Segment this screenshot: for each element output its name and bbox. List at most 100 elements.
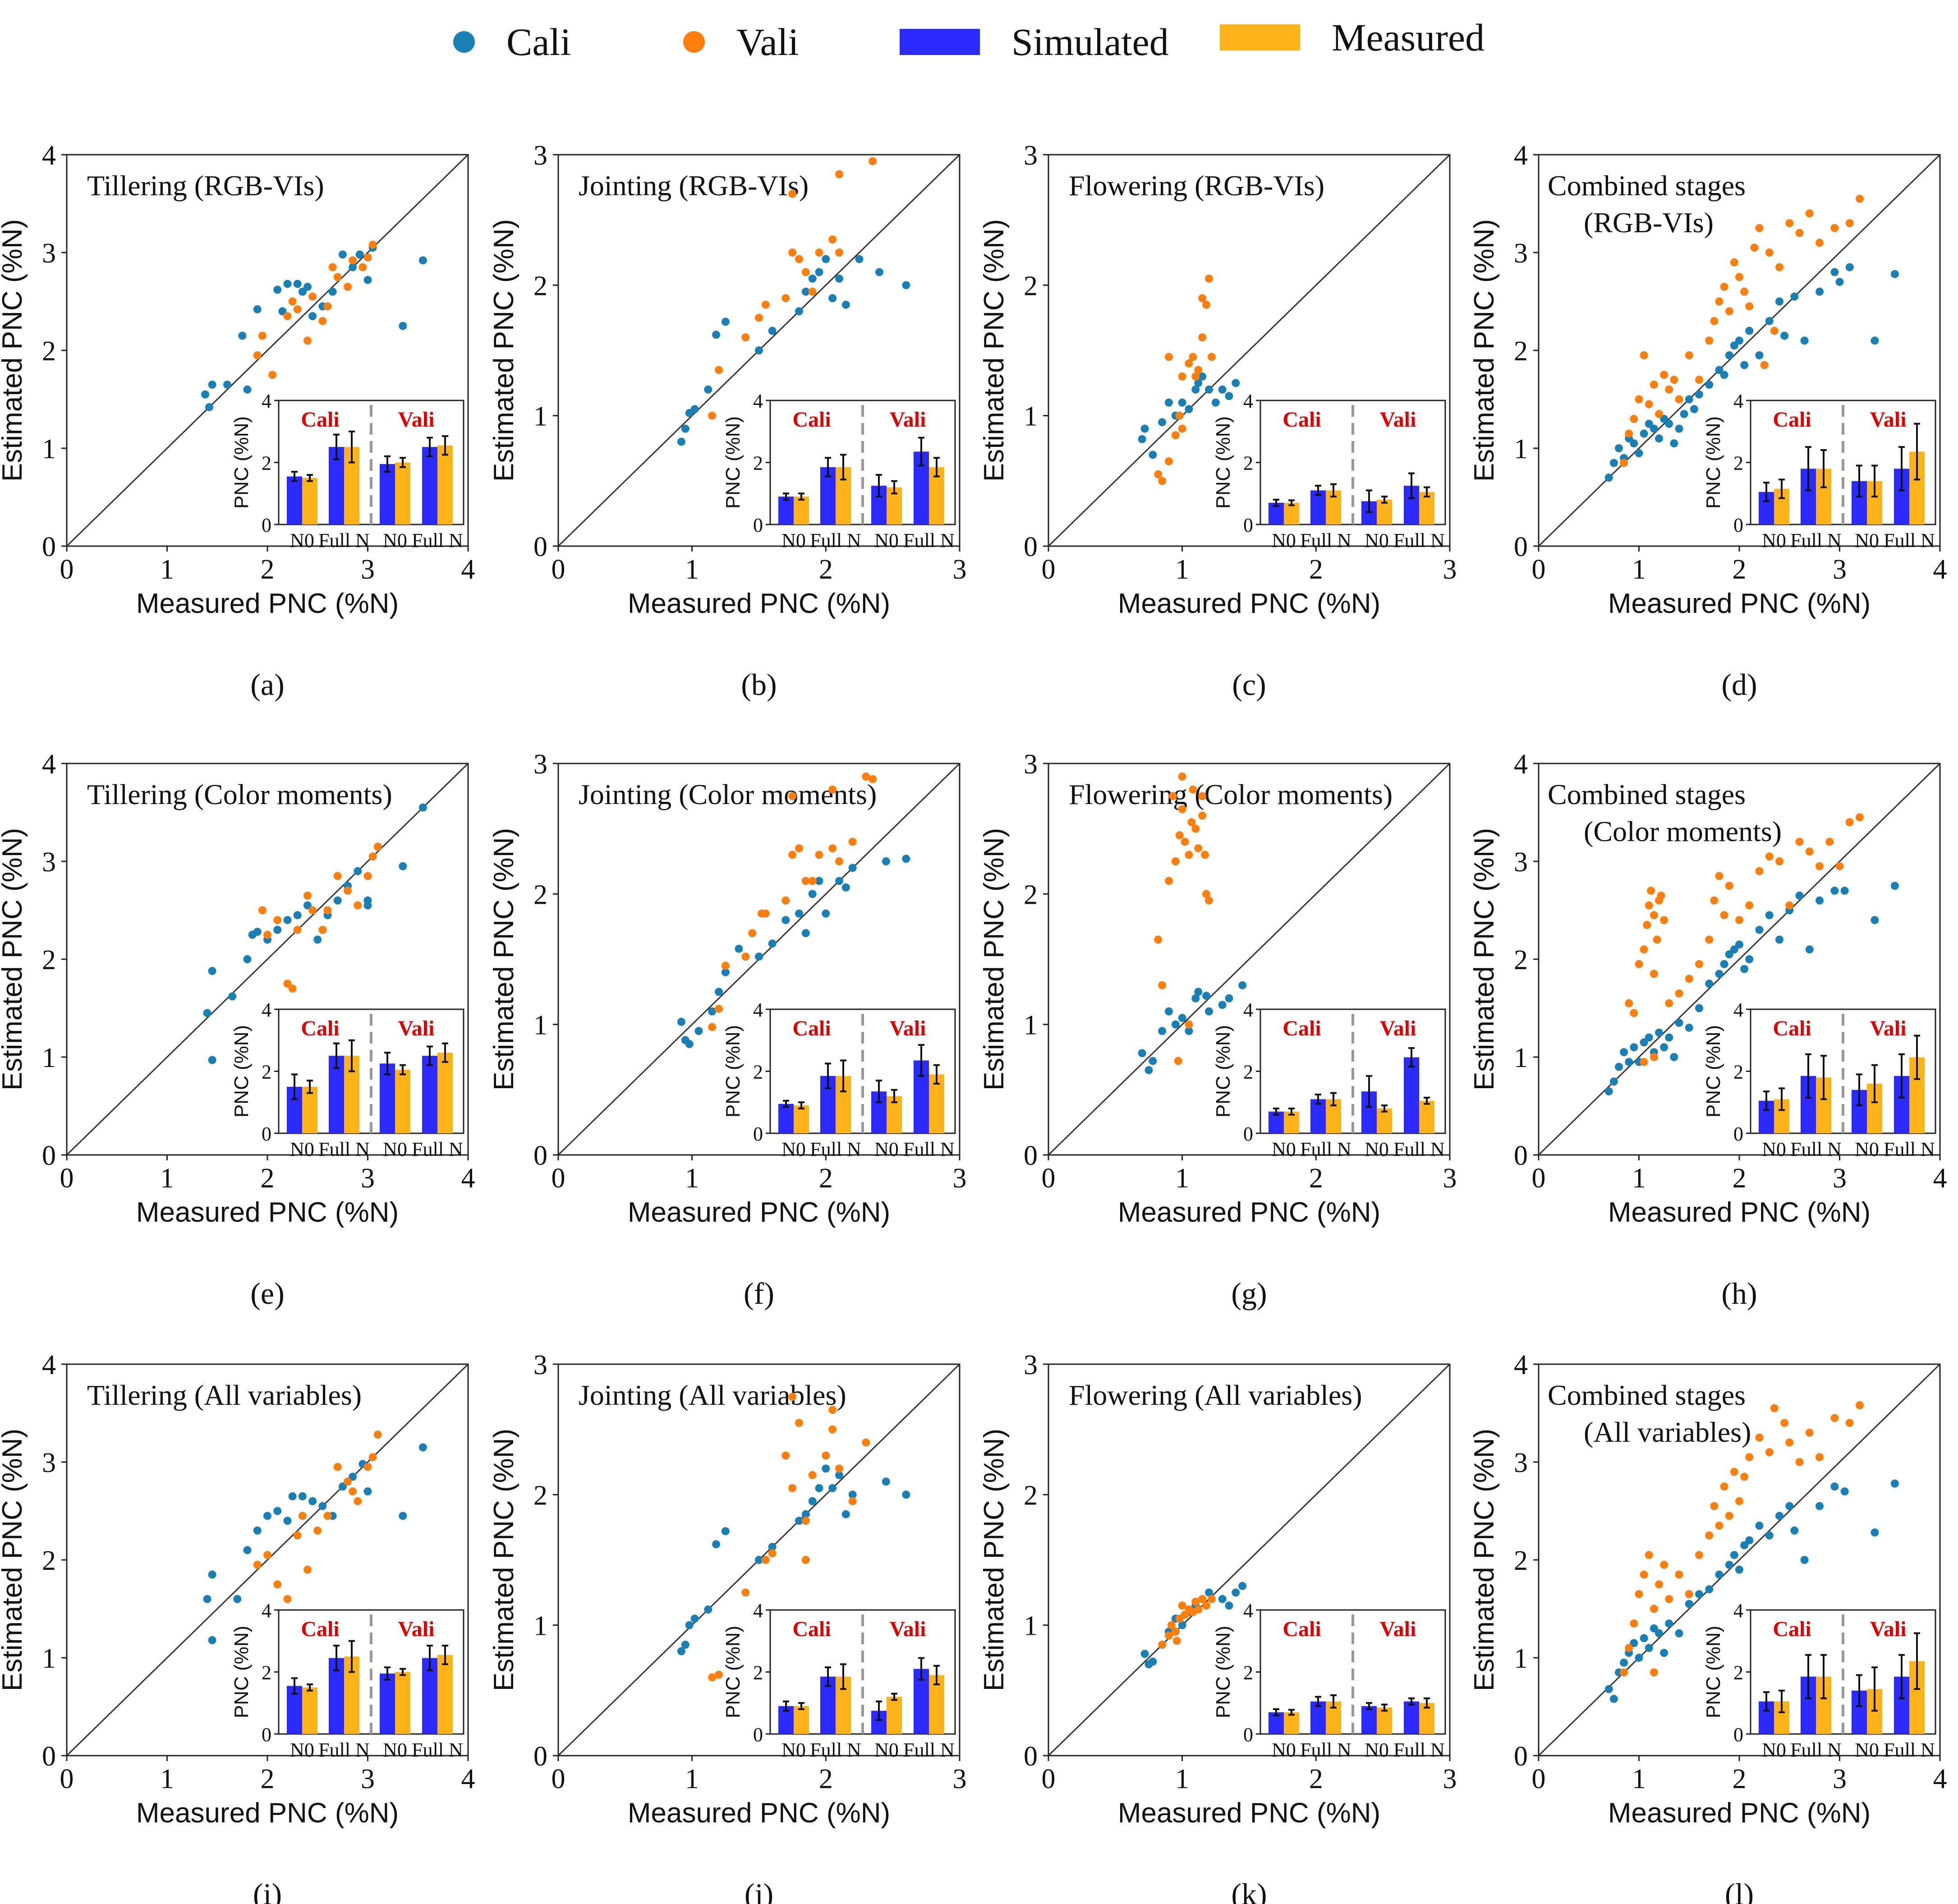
- vali-point: [1645, 400, 1653, 409]
- x-tick-label: 0: [60, 1764, 74, 1794]
- cali-point: [273, 1507, 282, 1515]
- cali-point: [355, 250, 364, 259]
- simulated-bar: [422, 447, 437, 524]
- vali-point: [788, 792, 797, 800]
- inset-x-tick-label: Full N: [903, 1138, 955, 1160]
- cali-point: [801, 929, 810, 938]
- cali-point: [228, 992, 237, 1001]
- vali-point: [1830, 224, 1839, 232]
- inset-x-tick-label: N0: [290, 1739, 314, 1761]
- y-tick-label: 4: [1514, 1350, 1528, 1380]
- cali-point: [815, 877, 823, 885]
- cali-point: [328, 287, 337, 296]
- x-tick-label: 1: [1175, 554, 1189, 585]
- vali-point: [1181, 837, 1189, 846]
- vali-point: [822, 1451, 830, 1460]
- inset-x-tick-label: N0: [1365, 1138, 1389, 1160]
- x-tick-label: 3: [1443, 1163, 1457, 1194]
- y-tick-label: 1: [533, 401, 547, 432]
- y-tick-label: 1: [42, 1643, 56, 1674]
- vali-point: [308, 292, 317, 301]
- y-axis-label: Estimated PNC (%N): [0, 219, 28, 482]
- vali-point: [1207, 1595, 1216, 1603]
- vali-point: [1745, 901, 1754, 910]
- cali-point: [712, 331, 721, 339]
- inset-x-tick-label: N0: [1365, 1739, 1389, 1761]
- plot-frame: [1048, 763, 1451, 1156]
- vali-point: [741, 1588, 750, 1597]
- x-tick-label: 0: [552, 1163, 565, 1194]
- cali-point: [1765, 911, 1774, 920]
- vali-point: [1795, 1458, 1804, 1466]
- cali-point: [1665, 419, 1673, 428]
- vali-point: [1640, 945, 1648, 954]
- vali-point: [828, 235, 837, 244]
- vali-point: [1845, 818, 1854, 827]
- vali-point: [1175, 831, 1184, 840]
- y-tick-label: 2: [1024, 879, 1038, 910]
- x-axis-label: Measured PNC (%N): [1118, 1798, 1380, 1829]
- vali-point: [1720, 282, 1728, 291]
- y-tick-label: 2: [42, 1545, 56, 1576]
- inset-cali-label: Cali: [1773, 1617, 1811, 1641]
- inset-y-tick-label: 0: [753, 1724, 763, 1746]
- x-tick-label: 1: [160, 1163, 174, 1194]
- cali-point: [253, 305, 262, 313]
- inset-x-tick-label: Full N: [318, 1739, 370, 1761]
- vali-point: [283, 980, 292, 988]
- inset-x-tick-label: Full N: [412, 1739, 463, 1761]
- vali-point: [1720, 1482, 1728, 1491]
- measured-bar: [437, 1053, 453, 1133]
- vali-point: [1630, 1619, 1638, 1628]
- cali-point: [1665, 1619, 1673, 1628]
- cali-point: [318, 1502, 327, 1510]
- inset-x-tick-label: Full N: [810, 1739, 861, 1761]
- x-tick-label: 3: [1833, 1764, 1847, 1794]
- vali-point: [708, 411, 717, 420]
- vali-point: [293, 925, 302, 934]
- vali-point: [1198, 294, 1207, 303]
- vali-point: [1685, 975, 1693, 983]
- cali-point: [1720, 960, 1728, 968]
- vali-point: [1675, 1570, 1683, 1579]
- cali-point: [1655, 434, 1663, 443]
- x-tick-label: 0: [552, 1764, 565, 1794]
- cali-point: [1178, 1014, 1186, 1022]
- vali-point: [788, 1484, 797, 1492]
- cali-point: [1685, 1600, 1693, 1608]
- y-tick-label: 1: [42, 434, 56, 465]
- inset-y-label: PNC (%N): [1702, 416, 1724, 509]
- cali-point: [1740, 361, 1749, 369]
- cali-point: [855, 255, 864, 263]
- vali-point: [1158, 1641, 1167, 1649]
- vali-point: [869, 775, 877, 783]
- panel-title: Flowering (Color moments): [1069, 778, 1393, 810]
- x-tick-label: 2: [1309, 1764, 1323, 1794]
- cali-point: [755, 1556, 763, 1564]
- cali-point: [815, 1484, 823, 1492]
- vali-point: [748, 929, 757, 938]
- vali-point: [333, 273, 342, 281]
- cali-point: [1225, 994, 1233, 1003]
- vali-point: [755, 313, 763, 322]
- vali-point: [862, 772, 870, 781]
- vali-point: [1154, 470, 1163, 478]
- cali-point: [333, 896, 342, 905]
- y-tick-label: 3: [42, 1448, 56, 1478]
- legend-item-cali: Cali: [453, 8, 571, 76]
- x-tick-label: 1: [1632, 1163, 1646, 1194]
- vali-point: [1202, 1601, 1211, 1610]
- y-tick-label: 0: [533, 1141, 547, 1171]
- vali-point: [848, 837, 857, 846]
- cali-point: [822, 1464, 830, 1473]
- inset-x-tick-label: N0: [874, 529, 899, 552]
- vali-point: [344, 282, 352, 291]
- vali-point: [795, 255, 803, 263]
- cali-point: [1609, 1695, 1618, 1703]
- cali-point: [418, 803, 427, 812]
- inset-y-tick-label: 0: [262, 514, 271, 536]
- cali-point: [1604, 1685, 1613, 1693]
- cali-point: [1740, 965, 1749, 973]
- vali-point: [835, 1464, 843, 1473]
